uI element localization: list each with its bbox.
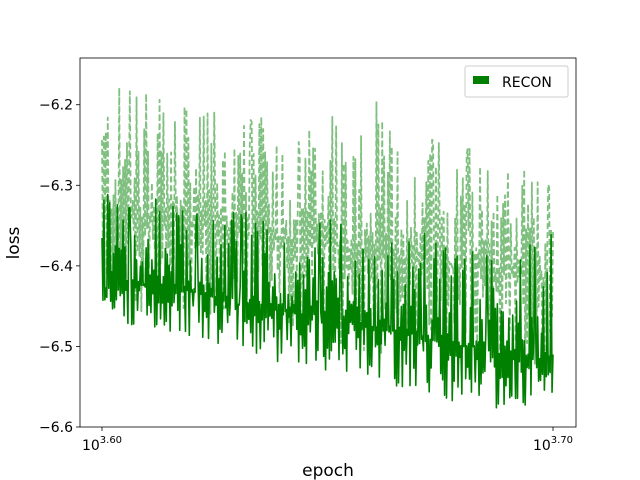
- x-axis-title: epoch: [302, 461, 354, 480]
- series-line-recon: [101, 193, 554, 409]
- y-tick-label: −6.5: [39, 339, 73, 355]
- x-axis: 103.60 103.70: [82, 427, 573, 454]
- legend-swatch: [473, 76, 489, 84]
- x-tick-label: 103.70: [533, 435, 573, 454]
- x-tick-label: 103.60: [82, 435, 122, 454]
- y-tick-label: −6.6: [39, 420, 73, 436]
- y-tick-label: −6.2: [39, 98, 73, 114]
- legend: RECON: [464, 65, 569, 98]
- y-tick-label: −6.4: [39, 259, 73, 275]
- y-tick-label: −6.3: [39, 178, 73, 194]
- legend-box: [464, 65, 569, 98]
- plot-frame: [79, 57, 577, 428]
- y-axis-title: loss: [4, 226, 24, 259]
- series-line-dashed: [101, 86, 554, 376]
- legend-label: RECON: [502, 75, 552, 91]
- series-layer: [101, 86, 554, 409]
- y-axis: −6.6 −6.5 −6.4 −6.3 −6.2: [39, 98, 80, 436]
